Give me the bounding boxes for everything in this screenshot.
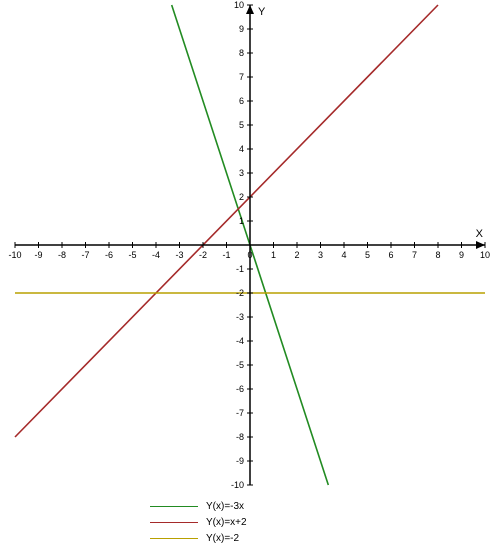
legend-swatch <box>150 522 198 523</box>
svg-text:-10: -10 <box>231 480 244 490</box>
svg-text:-10: -10 <box>8 250 21 260</box>
svg-text:-8: -8 <box>236 432 244 442</box>
svg-text:-9: -9 <box>34 250 42 260</box>
svg-text:-5: -5 <box>236 360 244 370</box>
svg-text:-6: -6 <box>236 384 244 394</box>
svg-text:9: 9 <box>239 24 244 34</box>
svg-text:3: 3 <box>239 168 244 178</box>
legend-swatch <box>150 538 198 539</box>
svg-text:-7: -7 <box>81 250 89 260</box>
svg-text:-4: -4 <box>236 336 244 346</box>
svg-text:6: 6 <box>388 250 393 260</box>
svg-text:-3: -3 <box>236 312 244 322</box>
svg-text:5: 5 <box>239 120 244 130</box>
svg-text:-9: -9 <box>236 456 244 466</box>
legend-label: Y(x)=x+2 <box>206 517 247 528</box>
svg-text:8: 8 <box>239 48 244 58</box>
legend-item: Y(x)=x+2 <box>150 514 247 530</box>
svg-text:0: 0 <box>247 250 252 260</box>
svg-text:8: 8 <box>435 250 440 260</box>
svg-text:-1: -1 <box>222 250 230 260</box>
legend-label: Y(x)=-2 <box>206 533 239 544</box>
svg-text:10: 10 <box>234 0 244 10</box>
chart-container: -10-9-8-7-6-5-4-3-2-1012345678910-10-9-8… <box>0 0 500 555</box>
svg-text:7: 7 <box>412 250 417 260</box>
xy-line-chart: -10-9-8-7-6-5-4-3-2-1012345678910-10-9-8… <box>0 0 500 555</box>
svg-text:4: 4 <box>239 144 244 154</box>
svg-text:5: 5 <box>365 250 370 260</box>
svg-text:3: 3 <box>318 250 323 260</box>
legend-item: Y(x)=-3x <box>150 498 247 514</box>
svg-text:-2: -2 <box>236 288 244 298</box>
svg-text:-5: -5 <box>128 250 136 260</box>
svg-text:10: 10 <box>480 250 490 260</box>
svg-text:-4: -4 <box>152 250 160 260</box>
legend: Y(x)=-3x Y(x)=x+2 Y(x)=-2 <box>150 498 247 546</box>
svg-text:Y: Y <box>258 6 266 18</box>
legend-item: Y(x)=-2 <box>150 530 247 546</box>
legend-label: Y(x)=-3x <box>206 501 244 512</box>
svg-text:X: X <box>476 228 484 240</box>
svg-text:2: 2 <box>294 250 299 260</box>
svg-text:2: 2 <box>239 192 244 202</box>
svg-text:6: 6 <box>239 96 244 106</box>
svg-text:4: 4 <box>341 250 346 260</box>
svg-text:1: 1 <box>271 250 276 260</box>
svg-text:-3: -3 <box>175 250 183 260</box>
svg-text:7: 7 <box>239 72 244 82</box>
svg-text:-2: -2 <box>199 250 207 260</box>
svg-text:-6: -6 <box>105 250 113 260</box>
legend-swatch <box>150 506 198 507</box>
svg-text:9: 9 <box>459 250 464 260</box>
svg-text:-8: -8 <box>58 250 66 260</box>
svg-text:-1: -1 <box>236 264 244 274</box>
svg-text:-7: -7 <box>236 408 244 418</box>
svg-text:1: 1 <box>239 216 244 226</box>
